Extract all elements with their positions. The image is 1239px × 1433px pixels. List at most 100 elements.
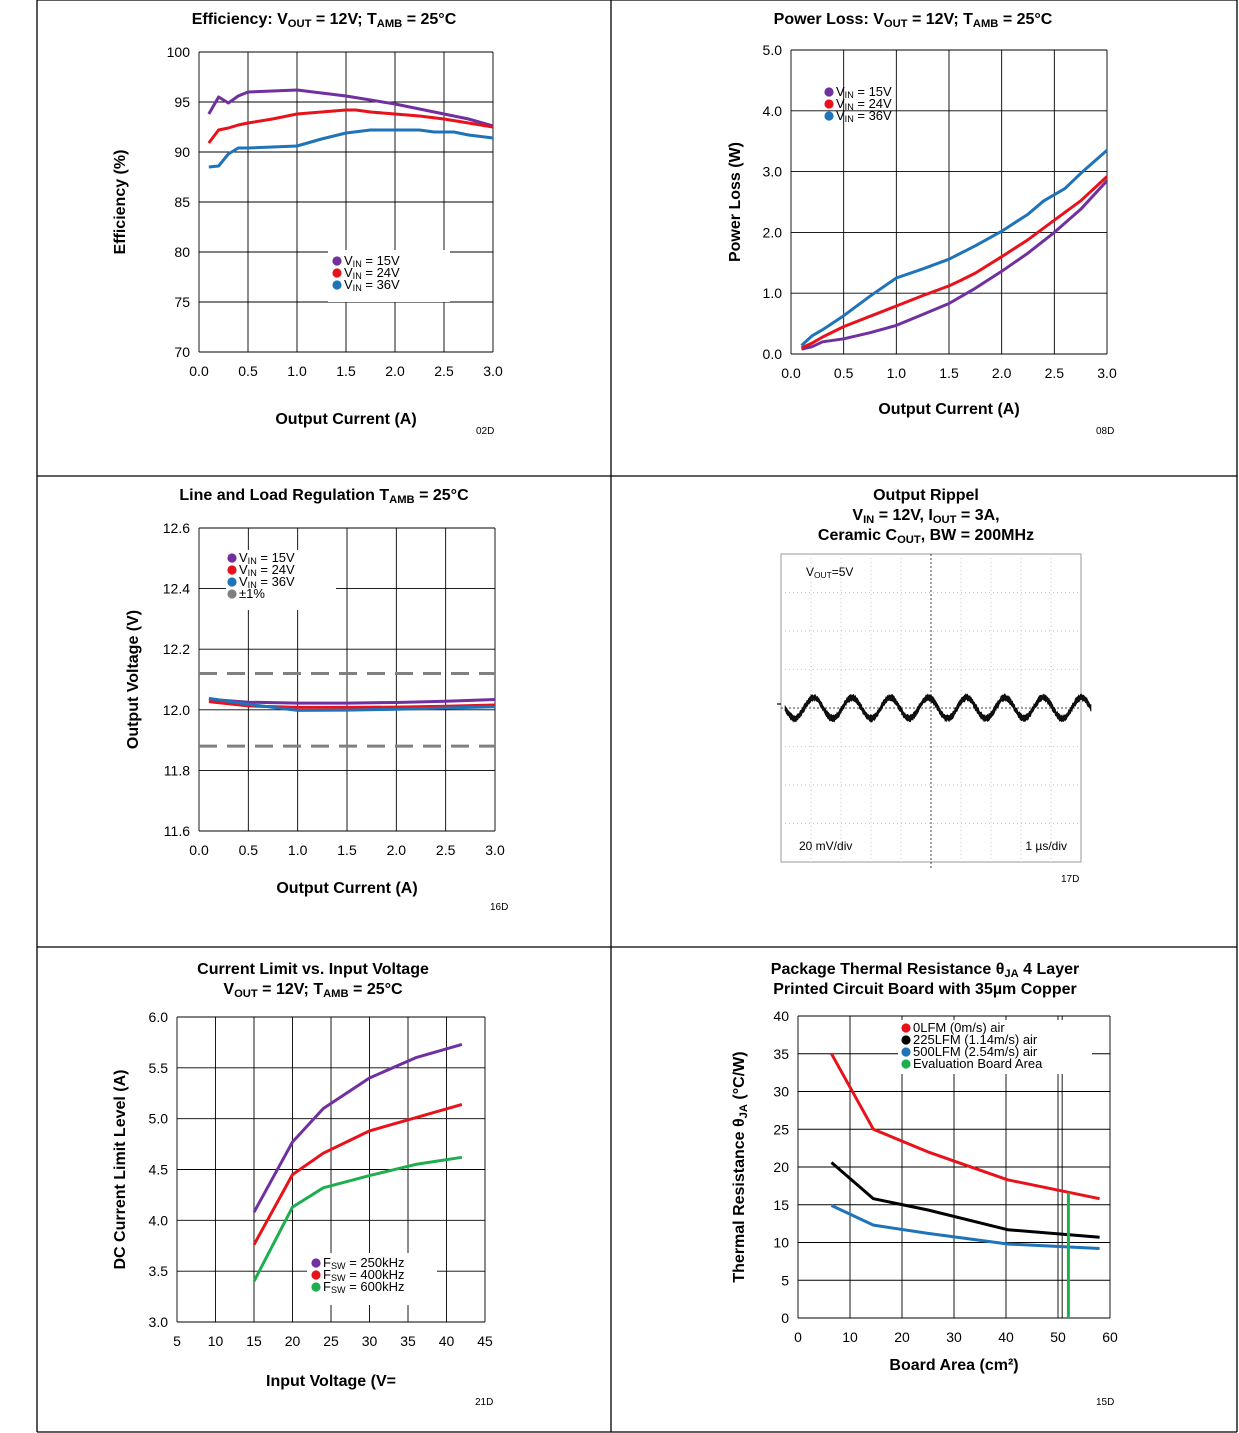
ripple-waveform: [784, 692, 1092, 723]
series-line: [208, 697, 496, 705]
legend-label: FSW = 600kHz: [323, 1279, 405, 1295]
legend-label: 0LFM (0m/s) air: [913, 1020, 1005, 1035]
x-tick-label: 30: [362, 1333, 378, 1349]
y-axis-label: Output Voltage (V): [125, 610, 142, 749]
x-tick-label: 2.5: [436, 842, 456, 858]
x-tick-label: 2.5: [434, 363, 454, 379]
figure-code: 08D: [1096, 426, 1114, 437]
y-tick-label: 12.6: [163, 520, 190, 536]
x-tick-label: 30: [946, 1329, 962, 1345]
y-tick-label: 35: [773, 1046, 789, 1062]
chart-title: VOUT = 12V; TAMB = 25°C: [223, 981, 403, 1000]
legend-box: [307, 1253, 437, 1305]
y-tick-label: 5.0: [763, 42, 783, 58]
figure-code: 21D: [475, 1397, 493, 1408]
y-tick-label: 30: [773, 1084, 789, 1100]
legend-marker: [227, 589, 237, 599]
y-tick-label: 3.5: [149, 1263, 169, 1279]
x-tick-label: 5: [173, 1333, 181, 1349]
legend-marker: [227, 565, 237, 575]
chart-title: Efficiency: VOUT = 12V; TAMB = 25°C: [192, 11, 457, 30]
y-tick-label: 95: [174, 94, 190, 110]
legend-label: VIN = 36V: [239, 574, 295, 590]
y-axis-label: Efficiency (%): [112, 150, 129, 255]
legend-box: [328, 250, 450, 302]
legend-marker: [311, 1258, 321, 1268]
y-tick-label: 85: [174, 194, 190, 210]
x-axis-label: Board Area (cm²): [889, 1357, 1018, 1374]
legend-label: VIN = 24V: [836, 96, 892, 112]
x-tick-label: 40: [439, 1333, 455, 1349]
series-line: [252, 1155, 463, 1282]
legend-label: VIN = 24V: [344, 265, 400, 281]
y-tick-label: 4.0: [149, 1212, 169, 1228]
y-tick-label: 40: [773, 1008, 789, 1024]
y-tick-label: 12.0: [163, 702, 190, 718]
legend-marker: [901, 1047, 911, 1057]
x-tick-label: 3.0: [485, 842, 505, 858]
chart-title: Output Rippel: [873, 487, 979, 504]
y-tick-label: 70: [174, 344, 190, 360]
figure-code: 17D: [1061, 874, 1079, 885]
x-tick-label: 2.0: [992, 365, 1012, 381]
x-tick-label: 2.0: [387, 842, 407, 858]
x-tick-label: 2.5: [1045, 365, 1065, 381]
figure-code: 16D: [490, 902, 508, 913]
x-tick-label: 3.0: [483, 363, 503, 379]
x-tick-label: 50: [1050, 1329, 1066, 1345]
x-tick-label: 0.0: [189, 363, 209, 379]
y-tick-label: 5: [781, 1272, 789, 1288]
x-tick-label: 1.0: [887, 365, 907, 381]
series-line: [252, 1042, 463, 1213]
legend-marker: [824, 99, 834, 109]
y-tick-label: 12.4: [163, 581, 190, 597]
x-axis-label: Input Voltage (V=: [266, 1373, 396, 1390]
y-tick-label: 6.0: [149, 1009, 169, 1025]
series-line: [800, 149, 1108, 347]
chart-title: Ceramic COUT, BW = 200MHz: [818, 527, 1034, 546]
y-tick-label: 75: [174, 294, 190, 310]
y-tick-label: 2.0: [763, 224, 783, 240]
chart-title: Printed Circuit Board with 35µm Copper: [773, 981, 1076, 998]
x-tick-label: 40: [998, 1329, 1014, 1345]
series-line: [801, 179, 1109, 351]
series-line: [208, 700, 496, 709]
x-tick-label: 0.5: [834, 365, 854, 381]
chart-title: VIN = 12V, IOUT = 3A,: [852, 507, 999, 526]
x-tick-label: 0.0: [189, 842, 209, 858]
y-tick-label: 1.0: [763, 285, 783, 301]
x-tick-label: 1.0: [288, 842, 308, 858]
chart-title: Current Limit vs. Input Voltage: [197, 961, 429, 978]
y-axis-label: DC Current Limit Level (A): [112, 1069, 129, 1269]
y-tick-label: 25: [773, 1121, 789, 1137]
legend-marker: [332, 268, 342, 278]
x-axis-label: Output Current (A): [276, 880, 417, 897]
series-line: [830, 1161, 1100, 1239]
legend-label: 500LFM (2.54m/s) air: [913, 1044, 1038, 1059]
x-tick-label: 20: [285, 1333, 301, 1349]
legend-label: FSW = 400kHz: [323, 1267, 405, 1283]
figure-code: 15D: [1096, 1397, 1114, 1408]
series-line: [207, 88, 494, 128]
figure-code: 02D: [476, 426, 494, 437]
legend-marker: [901, 1023, 911, 1033]
x-tick-label: 3.0: [1097, 365, 1117, 381]
horizontal-scale-label: 1 µs/div: [1025, 839, 1067, 853]
y-tick-label: 100: [167, 44, 191, 60]
x-tick-label: 1.0: [287, 363, 307, 379]
legend-marker: [824, 87, 834, 97]
legend-marker: [311, 1282, 321, 1292]
series-line: [252, 1102, 463, 1246]
y-tick-label: 11.6: [164, 823, 190, 839]
series-line: [800, 175, 1109, 350]
x-tick-label: 0: [794, 1329, 802, 1345]
x-axis-label: Output Current (A): [878, 401, 1019, 418]
x-tick-label: 1.5: [939, 365, 959, 381]
chart-title: Power Loss: VOUT = 12V; TAMB = 25°C: [774, 11, 1053, 30]
series-line: [208, 696, 496, 712]
legend-label: FSW = 250kHz: [323, 1255, 405, 1271]
x-tick-label: 1.5: [336, 363, 356, 379]
channel-label: VOUT=5V: [806, 565, 853, 580]
